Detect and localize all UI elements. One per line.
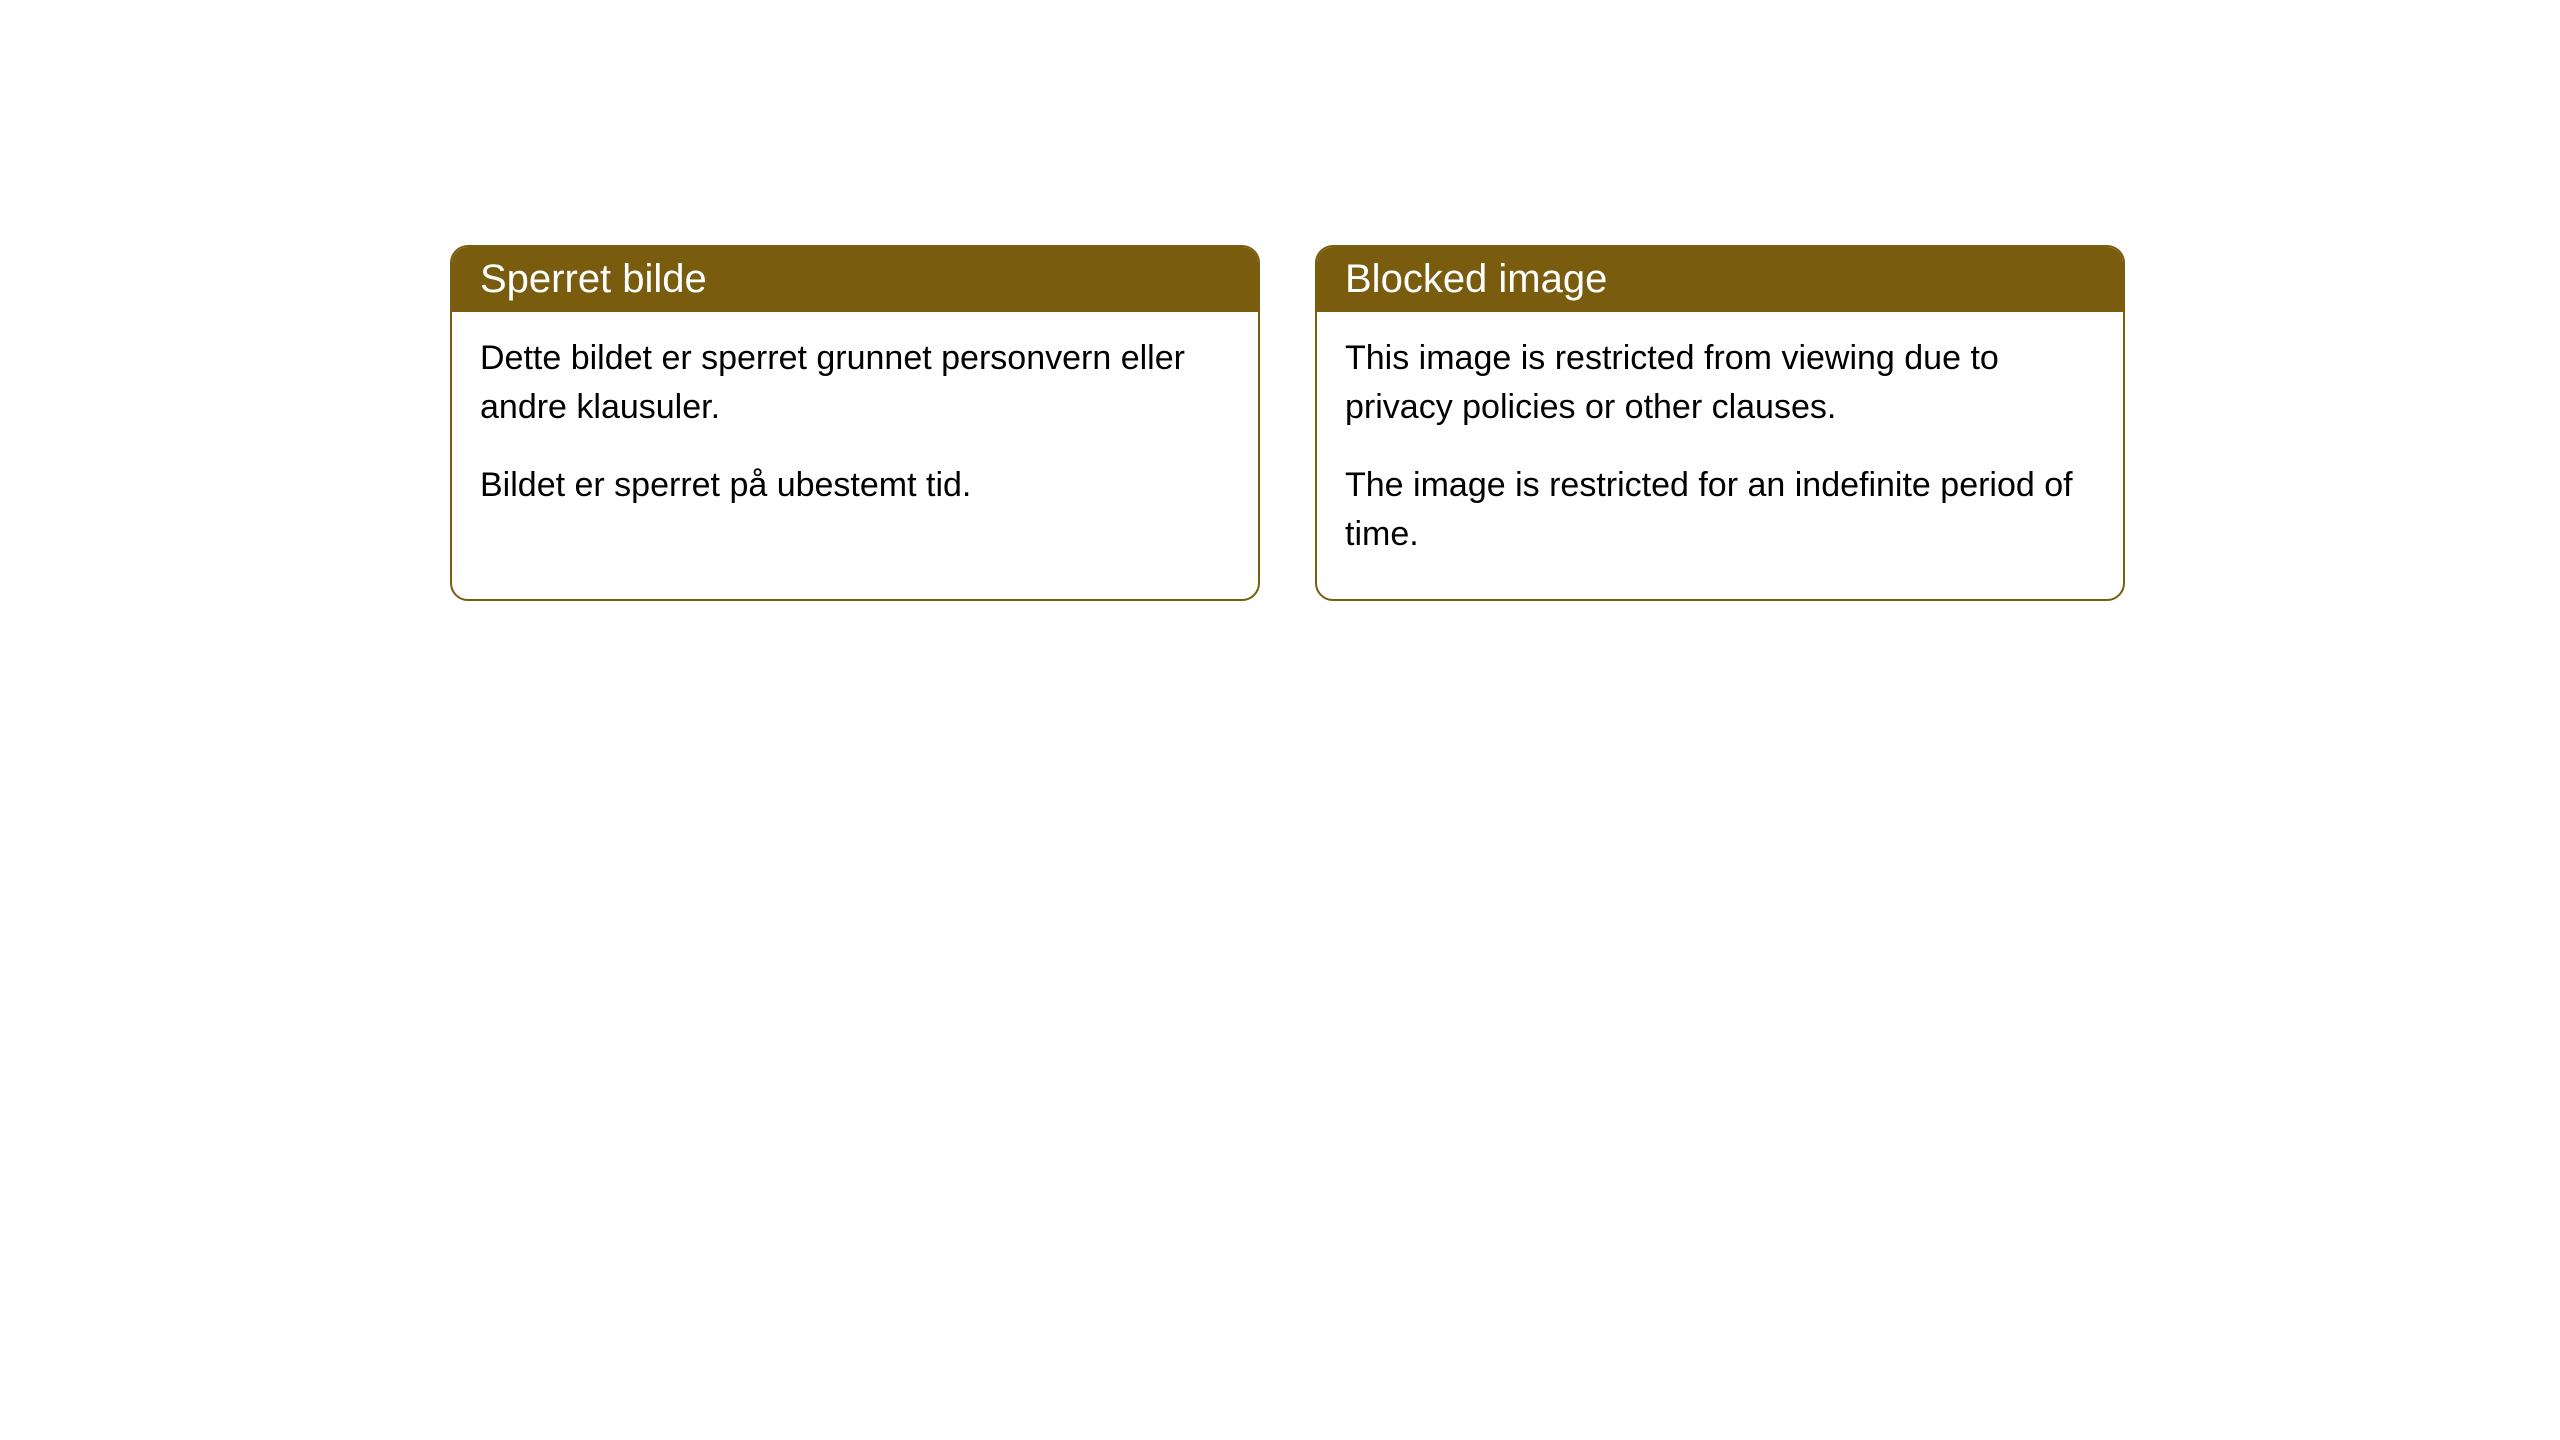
notice-card-norwegian: Sperret bilde Dette bildet er sperret gr… <box>450 245 1260 601</box>
card-body: Dette bildet er sperret grunnet personve… <box>452 312 1258 550</box>
notice-cards-container: Sperret bilde Dette bildet er sperret gr… <box>450 245 2560 601</box>
card-body: This image is restricted from viewing du… <box>1317 312 2123 599</box>
card-header: Sperret bilde <box>452 247 1258 312</box>
card-paragraph: Dette bildet er sperret grunnet personve… <box>480 334 1230 433</box>
card-paragraph: Bildet er sperret på ubestemt tid. <box>480 461 1230 510</box>
card-title: Blocked image <box>1345 257 1607 301</box>
card-paragraph: This image is restricted from viewing du… <box>1345 334 2095 433</box>
card-header: Blocked image <box>1317 247 2123 312</box>
card-title: Sperret bilde <box>480 257 707 301</box>
notice-card-english: Blocked image This image is restricted f… <box>1315 245 2125 601</box>
card-paragraph: The image is restricted for an indefinit… <box>1345 461 2095 560</box>
